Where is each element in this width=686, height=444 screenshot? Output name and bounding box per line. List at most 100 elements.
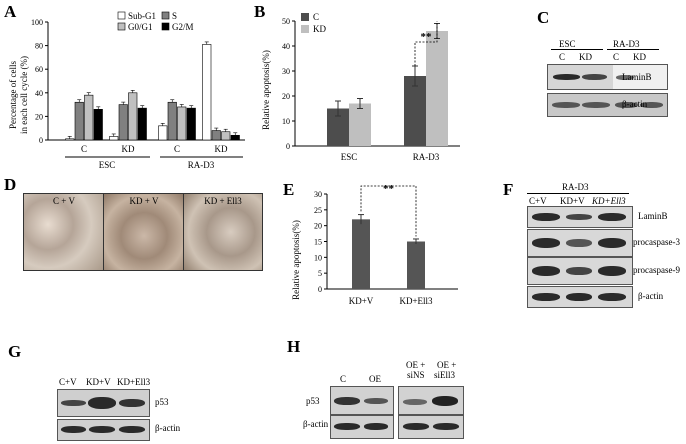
panel-label-d: D — [4, 175, 17, 194]
blot-f-casp3-strip — [527, 229, 633, 257]
blot-f-actin-strip — [527, 286, 633, 308]
chart-e-sig-bracket — [360, 185, 417, 237]
blot-h-lane-2: OE — [369, 374, 381, 384]
panel-label-f: F — [503, 180, 514, 199]
blot-c-group-esc: ESC — [559, 39, 576, 49]
chart-e-ytick-label: 5 — [318, 269, 322, 278]
blot-g-row-actin: β-actin — [155, 423, 181, 433]
blot-g-actin-strip — [57, 419, 150, 441]
chart-e-ytick-label: 30 — [314, 190, 322, 199]
chart-a-group-label: KD — [122, 144, 135, 154]
photo-d-3: KD + Ell3 — [183, 193, 263, 271]
panel-label-a: A — [4, 2, 17, 21]
chart-e-ytick-label: 20 — [314, 222, 322, 231]
chart-a-group-label: C — [174, 144, 180, 154]
chart-e-ytick-label: 15 — [314, 238, 322, 247]
blot-f-row-casp3: procaspase-3 — [633, 237, 680, 247]
chart-e-ytick-label: 10 — [314, 253, 322, 262]
blot-h-lane-4-line2: siEll3 — [434, 370, 456, 380]
chart-a-bar — [221, 131, 231, 141]
chart-b-legend-label: C — [313, 12, 319, 22]
chart-b-bar — [404, 76, 426, 146]
chart-b-legend-swatch — [301, 13, 309, 21]
chart-a-bar — [118, 104, 128, 141]
blot-c-lane-3: C — [613, 52, 620, 62]
chart-a-bar — [128, 92, 138, 141]
blot-f-laminb-strip — [527, 206, 633, 228]
chart-e-bar — [352, 219, 370, 289]
chart-a-legend-label: G2/M — [172, 22, 194, 32]
chart-a-bar — [65, 138, 75, 141]
chart-b-relative-apoptosis: Relative apoptosis(%) 0 10 20 30 40 50 C KD ES… — [261, 12, 460, 162]
chart-a-ytick-label: 0 — [39, 136, 43, 145]
chart-a-bar — [93, 109, 103, 141]
chart-a-cell-cycle: Percentage of cells in each cell cycle (… — [8, 11, 245, 170]
chart-a-bar — [158, 125, 168, 141]
chart-b-category-label: RA-D3 — [413, 152, 440, 162]
chart-a-ytick-label: 20 — [35, 112, 43, 121]
blot-h-lane-4-line1: OE + — [437, 360, 457, 370]
blot-f-row-casp9: procaspase-9 — [633, 265, 680, 275]
chart-a-ytick-label: 100 — [31, 18, 43, 27]
chart-e-ytick-label: 25 — [314, 206, 322, 215]
chart-a-bar — [74, 101, 84, 141]
blot-c-row-laminb: LaminB — [622, 72, 652, 82]
blot-h-lane-3-line1: OE + — [406, 360, 426, 370]
panel-label-c: C — [537, 8, 550, 27]
chart-e-ylabel: Relative apoptosis(%) — [291, 220, 301, 300]
photo-d-2-label: KD + V — [129, 196, 159, 206]
chart-a-supergroup-rad3: RA-D3 — [188, 160, 215, 170]
chart-b-bar — [327, 108, 349, 146]
blot-g-lane-1: C+V — [59, 377, 77, 387]
blot-f-lane-3: KD+Ell3 — [592, 196, 626, 206]
chart-a-legend-swatch — [117, 22, 126, 31]
blot-c-lane-1: C — [559, 52, 566, 62]
chart-b-legend-swatch — [301, 25, 309, 33]
chart-a-ytick-label: 40 — [35, 89, 43, 98]
blot-c-row-actin: β-actin — [622, 99, 648, 109]
chart-a-bar — [177, 106, 187, 141]
chart-a-legend-swatch — [161, 11, 170, 20]
blot-c: ESC RA-D3 C KD C KD — [549, 38, 669, 168]
blot-f-row-actin: β-actin — [638, 291, 664, 301]
blot-c-lane-2: KD — [579, 52, 592, 62]
photo-d-3-label: KD + Ell3 — [204, 196, 242, 206]
blot-h-row-p53: p53 — [306, 396, 320, 406]
blot-c-laminb-strip-2 — [613, 64, 668, 90]
chart-a-legend-swatch — [117, 11, 126, 20]
chart-a-bar — [186, 107, 196, 141]
panel-label-h: H — [287, 337, 301, 356]
blot-c-lane-4: KD — [633, 52, 646, 62]
chart-a-ylabel-line1: Percentage of cells — [8, 61, 18, 129]
chart-a-bar — [202, 44, 212, 141]
chart-a-legend-swatch — [161, 22, 170, 31]
chart-e-ytick-label: 0 — [318, 285, 322, 294]
chart-a-bar — [211, 130, 221, 141]
blot-g-lane-3: KD+Ell3 — [117, 377, 151, 387]
blot-h-actin-strip-right — [398, 415, 464, 439]
blot-c-actin-strip — [547, 93, 615, 117]
chart-a-bar — [137, 107, 147, 141]
blot-h-p53-strip-right — [398, 386, 464, 415]
blot-f-row-laminb: LaminB — [638, 211, 668, 221]
chart-a-supergroup-esc: ESC — [99, 160, 116, 170]
chart-b-ytick-label: 10 — [282, 117, 290, 126]
chart-a-legend-label: Sub-G1 — [128, 11, 156, 21]
blot-h-lane-1: C — [340, 374, 347, 384]
blot-h-row-actin: β-actin — [303, 419, 329, 429]
chart-e-relative-apoptosis: Relative apoptosis(%) 0 5 10 15 20 25 30 KD+V K… — [291, 183, 458, 306]
chart-b-ytick-label: 0 — [286, 142, 290, 151]
chart-e-category-label: KD+Ell3 — [399, 296, 433, 306]
panel-label-e: E — [283, 180, 295, 199]
chart-e-bar — [407, 241, 425, 289]
chart-a-bar — [109, 136, 119, 141]
chart-b-bar — [426, 31, 448, 146]
chart-b-sig-stars: ** — [421, 31, 433, 43]
chart-a-legend-label: G0/G1 — [128, 22, 153, 32]
blot-g-lane-2: KD+V — [86, 377, 111, 387]
blot-h-actin-strip-left — [330, 415, 394, 439]
chart-b-ytick-label: 20 — [282, 92, 290, 101]
chart-a-bar — [230, 134, 240, 141]
chart-b-ytick-label: 30 — [282, 67, 290, 76]
blot-f-lane-2: KD+V — [560, 196, 585, 206]
